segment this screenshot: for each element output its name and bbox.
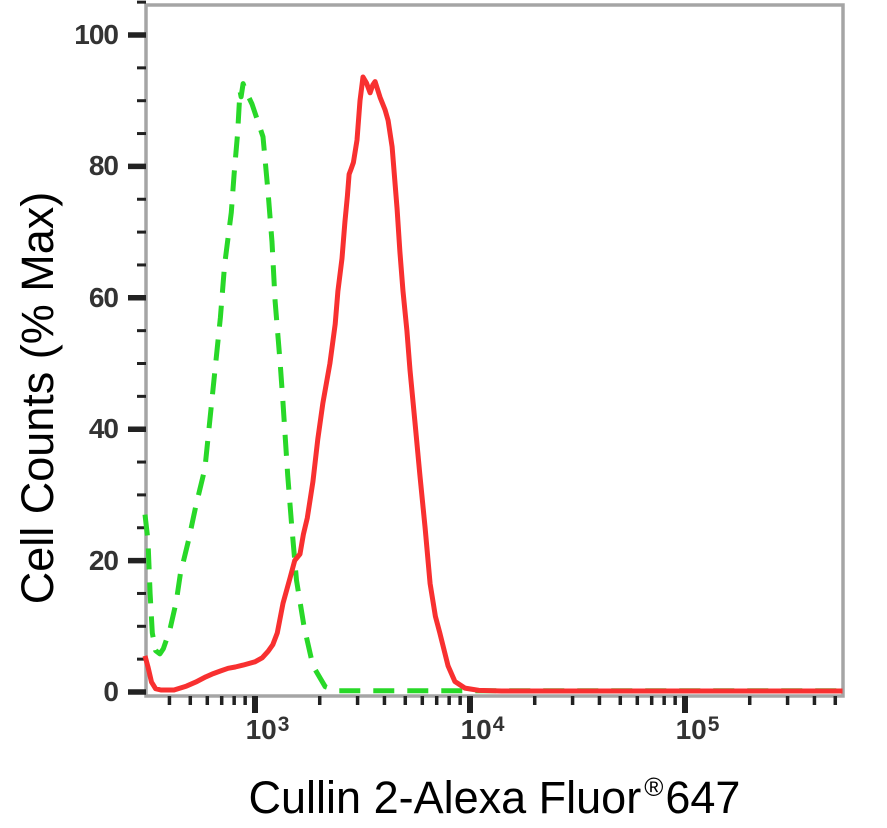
registered-trademark-icon: ® — [644, 772, 664, 802]
y-tick-label-20: 20 — [88, 544, 119, 576]
x-tick-label-base: 10 — [460, 714, 492, 745]
y-tick-label-0: 0 — [103, 676, 119, 707]
x-tick-label-100000: 105 — [652, 714, 742, 746]
y-tick-label-60: 60 — [88, 281, 119, 313]
plot-frame — [144, 3, 845, 698]
x-tick-label-exponent: 4 — [492, 712, 505, 736]
x-tick-label-1000: 103 — [222, 714, 312, 746]
x-tick-label-base: 10 — [245, 714, 277, 745]
y-axis-title: Cell Counts (% Max) — [12, 191, 63, 605]
green-dashed-histogram-curve — [142, 81, 843, 694]
x-tick-label-exponent: 5 — [707, 712, 720, 736]
red-solid-histogram-curve — [142, 74, 843, 694]
y-tick-label-40: 40 — [88, 413, 119, 445]
x-axis-title: Cullin 2-Alexa Fluor ®647 — [146, 772, 843, 824]
x-axis-title-suffix: 647 — [665, 772, 741, 823]
x-tick-label-exponent: 3 — [277, 712, 290, 736]
x-tick-label-base: 10 — [675, 714, 707, 745]
y-tick-label-80: 80 — [88, 150, 119, 182]
y-tick-label-100: 100 — [74, 19, 119, 50]
x-axis-title-prefix: Cullin 2-Alexa Fluor — [248, 772, 642, 823]
x-tick-label-10000: 104 — [437, 714, 527, 746]
